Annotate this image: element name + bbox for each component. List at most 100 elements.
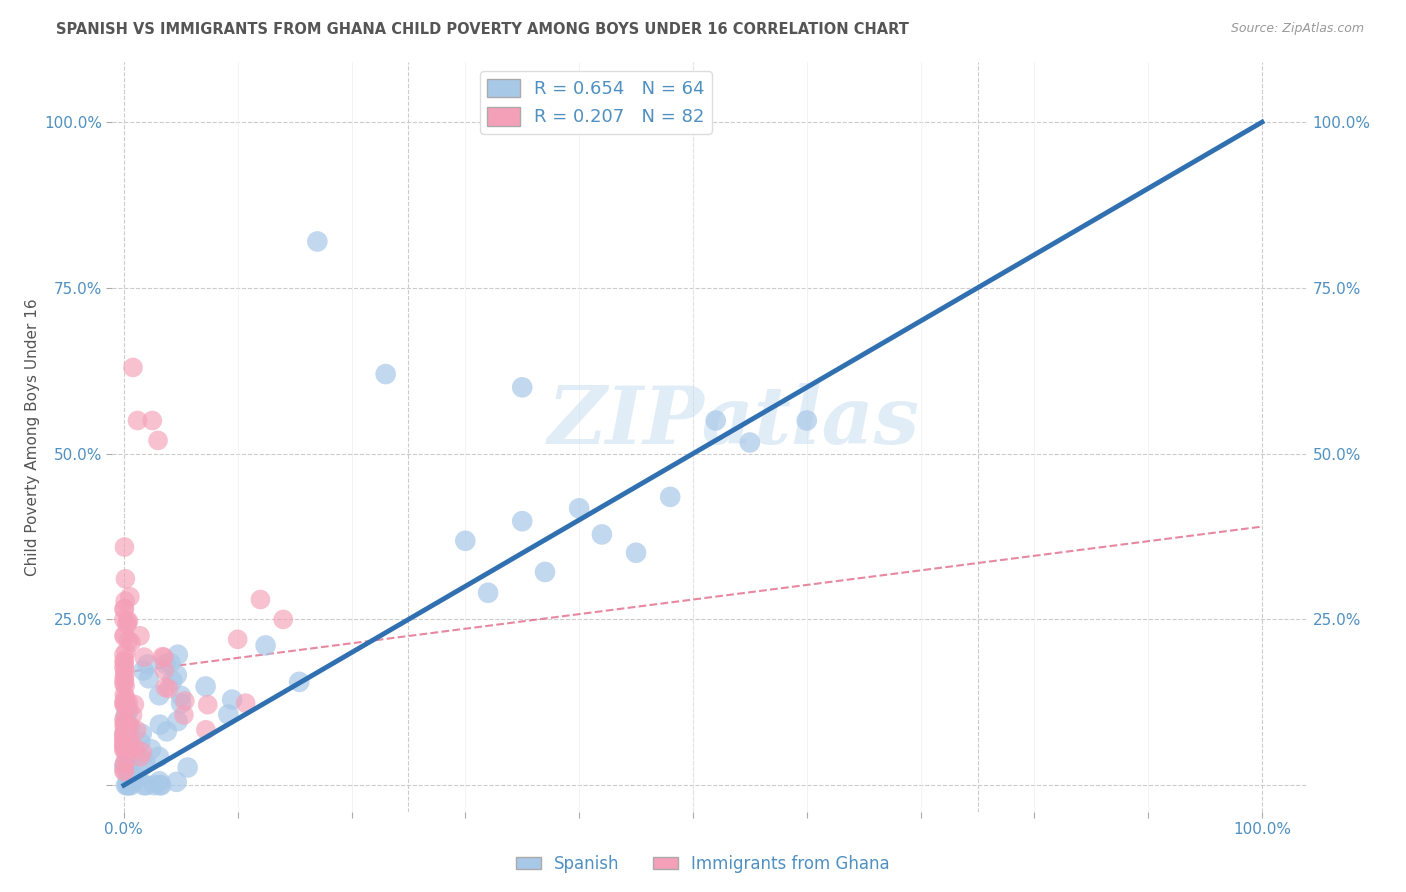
Point — [510, 380, 533, 394]
Point — [118, 741, 141, 756]
Point — [149, 778, 172, 792]
Point — [112, 739, 135, 753]
Point — [149, 717, 172, 731]
Point — [141, 413, 163, 427]
Point — [118, 778, 141, 792]
Point — [155, 657, 177, 671]
Point — [153, 650, 176, 665]
Point — [132, 664, 155, 678]
Point — [173, 708, 195, 723]
Point — [162, 673, 184, 688]
Point — [114, 711, 136, 725]
Point — [112, 718, 135, 732]
Point — [112, 734, 135, 748]
Point — [112, 659, 135, 673]
Point — [112, 759, 135, 773]
Point — [112, 673, 135, 688]
Point — [112, 654, 135, 668]
Point — [112, 612, 135, 626]
Legend: Spanish, Immigrants from Ghana: Spanish, Immigrants from Ghana — [509, 848, 897, 880]
Point — [738, 435, 761, 450]
Point — [118, 735, 141, 749]
Point — [112, 628, 135, 642]
Point — [114, 716, 136, 731]
Point — [112, 602, 135, 616]
Point — [129, 629, 152, 643]
Point — [534, 565, 557, 579]
Point — [153, 663, 176, 677]
Point — [143, 778, 166, 792]
Point — [112, 654, 135, 668]
Point — [118, 743, 141, 757]
Point — [166, 775, 188, 789]
Point — [112, 695, 135, 709]
Point — [117, 615, 139, 629]
Point — [150, 778, 173, 792]
Point — [131, 727, 153, 741]
Y-axis label: Child Poverty Among Boys Under 16: Child Poverty Among Boys Under 16 — [25, 298, 41, 576]
Point — [115, 778, 138, 792]
Point — [307, 235, 329, 249]
Point — [152, 649, 174, 664]
Point — [117, 703, 139, 717]
Point — [132, 759, 155, 773]
Point — [112, 735, 135, 749]
Point — [122, 360, 145, 375]
Point — [112, 676, 135, 690]
Point — [124, 741, 146, 756]
Point — [127, 771, 149, 785]
Point — [115, 696, 138, 710]
Point — [659, 490, 682, 504]
Point — [510, 514, 533, 528]
Point — [114, 757, 136, 772]
Point — [122, 771, 145, 785]
Point — [134, 650, 156, 665]
Text: SPANISH VS IMMIGRANTS FROM GHANA CHILD POVERTY AMONG BOYS UNDER 16 CORRELATION C: SPANISH VS IMMIGRANTS FROM GHANA CHILD P… — [56, 22, 910, 37]
Point — [114, 665, 136, 680]
Point — [454, 533, 477, 548]
Point — [173, 694, 195, 708]
Point — [235, 696, 257, 710]
Point — [124, 698, 146, 712]
Point — [166, 668, 188, 682]
Point — [114, 594, 136, 608]
Point — [112, 688, 135, 702]
Point — [131, 745, 153, 759]
Point — [132, 778, 155, 792]
Point — [112, 764, 135, 779]
Legend: R = 0.654   N = 64, R = 0.207   N = 82: R = 0.654 N = 64, R = 0.207 N = 82 — [479, 71, 711, 134]
Point — [591, 527, 613, 541]
Point — [568, 501, 591, 516]
Point — [197, 698, 219, 712]
Point — [796, 413, 818, 427]
Point — [115, 617, 138, 632]
Point — [118, 719, 141, 733]
Point — [115, 750, 138, 764]
Point — [117, 756, 139, 771]
Point — [176, 760, 198, 774]
Point — [117, 614, 139, 628]
Point — [115, 760, 138, 774]
Point — [114, 540, 136, 554]
Point — [114, 717, 136, 731]
Point — [112, 648, 135, 662]
Point — [115, 707, 138, 722]
Point — [127, 413, 149, 427]
Point — [254, 639, 277, 653]
Point — [159, 656, 181, 670]
Point — [624, 546, 647, 560]
Point — [114, 698, 136, 712]
Point — [226, 632, 249, 647]
Point — [117, 768, 139, 782]
Point — [138, 672, 160, 686]
Point — [112, 743, 135, 757]
Point — [166, 714, 188, 728]
Point — [374, 367, 396, 381]
Point — [704, 413, 727, 427]
Point — [129, 750, 152, 764]
Point — [112, 728, 135, 742]
Point — [112, 629, 135, 643]
Point — [115, 734, 138, 748]
Point — [271, 612, 294, 626]
Point — [194, 680, 217, 694]
